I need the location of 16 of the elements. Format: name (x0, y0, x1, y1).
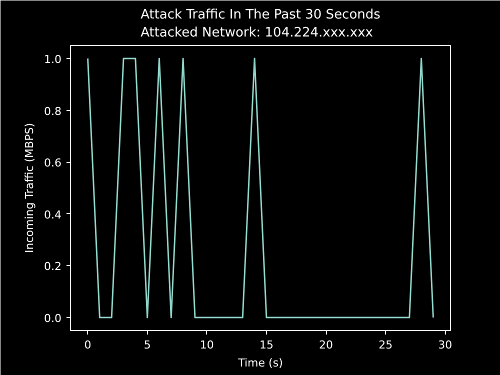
y-tick-label: 0.8 (44, 104, 62, 118)
y-tick-label: 0.4 (44, 208, 62, 222)
x-tick-label: 15 (259, 338, 274, 352)
x-tick-label: 0 (84, 338, 92, 352)
x-tick-label: 25 (378, 338, 393, 352)
y-tick-label: 0.0 (44, 312, 62, 326)
y-tick-label: 0.6 (44, 156, 62, 170)
x-tick-label: 10 (200, 338, 214, 352)
x-tick-label: 20 (319, 338, 334, 352)
x-tick-label: 5 (144, 338, 151, 352)
y-tick-label: 0.2 (44, 260, 62, 274)
x-axis-title: Time (s) (237, 356, 283, 370)
chart-title: Attack Traffic In The Past 30 Seconds Attacked Network: 104.224.xxx.xxx (140, 8, 381, 40)
x-tick-label: 30 (438, 338, 452, 352)
y-axis-title: Incoming Traffic (MBPS) (23, 123, 36, 253)
y-tick-label: 1.0 (44, 52, 62, 66)
